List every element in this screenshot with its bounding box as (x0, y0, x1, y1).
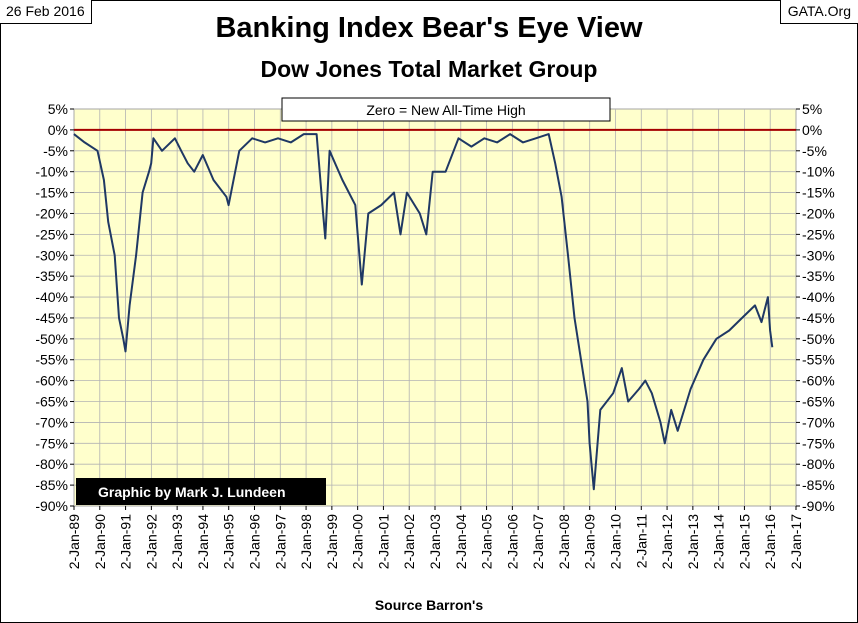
x-axis: 2-Jan-89 2-Jan-90 2-Jan-91 2-Jan-92 2-Jan-93… (66, 506, 804, 569)
chart-title: Banking Index Bear's Eye View (215, 12, 643, 44)
y-tick-label-left: -10% (35, 164, 68, 180)
y-tick-label-left: -85% (35, 477, 68, 493)
y-tick-label-right: 0% (802, 122, 822, 138)
y-tick-label-left: -15% (35, 185, 68, 201)
y-tick-label-right: -90% (802, 498, 835, 514)
zero-label-box: Zero = New All-Time High (281, 97, 611, 122)
y-tick-label-left: -50% (35, 331, 68, 347)
y-tick-label-left: -30% (35, 247, 68, 263)
y-tick-label-left: -75% (35, 435, 68, 451)
x-tick-label: 2-Jan-96 (247, 514, 263, 569)
y-tick-label-right: -60% (802, 373, 835, 389)
x-tick-label: 2-Jan-04 (453, 514, 469, 569)
series-line (73, 133, 774, 491)
y-tick-label-left: -60% (35, 373, 68, 389)
x-tick-label: 2-Jan-07 (530, 514, 546, 569)
y-tick-label-left: -40% (35, 289, 68, 305)
y-tick-label-right: -15% (802, 185, 835, 201)
x-tick-label: 2-Jan-10 (608, 514, 624, 569)
x-tick-label: 2-Jan-03 (427, 514, 443, 569)
x-tick-label: 2-Jan-00 (350, 514, 366, 569)
x-tick-label: 2-Jan-15 (736, 514, 752, 569)
y-tick-label-right: -25% (802, 226, 835, 242)
y-tick-label-left: -55% (35, 352, 68, 368)
y-tick-label-left: -65% (35, 394, 68, 410)
y-tick-label-right: -70% (802, 414, 835, 430)
y-tick-label-right: -85% (802, 477, 835, 493)
x-tick-label: 2-Jan-11 (633, 514, 649, 568)
credit-box: Graphic by Mark J. Lundeen (76, 478, 326, 505)
x-tick-label: 2-Jan-14 (711, 514, 727, 569)
x-tick-label: 2-Jan-94 (195, 514, 211, 569)
x-tick-label: 2-Jan-08 (556, 514, 572, 569)
y-tick-label-left: -25% (35, 226, 68, 242)
y-tick-label-left: -80% (35, 456, 68, 472)
x-tick-label: 2-Jan-02 (401, 514, 417, 569)
y-tick-label-left: 5% (48, 101, 68, 117)
y-tick-label-right: -40% (802, 289, 835, 305)
date-label: 26 Feb 2016 (0, 0, 92, 24)
y-tick-label-left: -70% (35, 414, 68, 430)
y-tick-label-right: -5% (802, 143, 827, 159)
x-tick-label: 2-Jan-89 (66, 514, 82, 569)
y-tick-label-left: -35% (35, 268, 68, 284)
x-tick-label: 2-Jan-12 (659, 514, 675, 569)
x-tick-label: 2-Jan-13 (685, 514, 701, 569)
x-tick-label: 2-Jan-91 (118, 514, 134, 569)
x-tick-label: 2-Jan-01 (375, 514, 391, 569)
x-axis-source: Source Barron's (374, 597, 484, 613)
x-tick-label: 2-Jan-06 (504, 514, 520, 569)
y-tick-label-left: -5% (43, 143, 68, 159)
site-label: GATA.Org (779, 0, 858, 24)
y-tick-label-right: -35% (802, 268, 835, 284)
chart-subtitle: Dow Jones Total Market Group (260, 56, 598, 82)
y-axis-left: 5% 0% -5% -10% -15% -20% -25% -30% -35% -40% -45% -… (35, 101, 74, 514)
x-tick-label: 2-Jan-92 (143, 514, 159, 569)
x-tick-label: 2-Jan-93 (169, 514, 185, 569)
x-tick-label: 2-Jan-99 (324, 514, 340, 569)
zero-label: Zero = New All-Time High (366, 102, 525, 118)
y-tick-label-right: -65% (802, 394, 835, 410)
x-tick-label: 2-Jan-95 (221, 514, 237, 569)
x-tick-label: 2-Jan-05 (479, 514, 495, 569)
x-tick-label: 2-Jan-16 (762, 514, 778, 569)
y-tick-label-right: -30% (802, 247, 835, 263)
x-tick-label: 2-Jan-97 (272, 514, 288, 569)
y-tick-label-right: 5% (802, 101, 822, 117)
y-tick-label-right: -10% (802, 164, 835, 180)
y-tick-label-left: -90% (35, 498, 68, 514)
y-tick-label-left: 0% (48, 122, 68, 138)
credit-label: Graphic by Mark J. Lundeen (98, 484, 286, 500)
x-tick-label: 2-Jan-90 (92, 514, 108, 569)
y-tick-label-right: -80% (802, 456, 835, 472)
y-tick-label-left: -45% (35, 310, 68, 326)
x-tick-label: 2-Jan-17 (788, 514, 804, 569)
y-tick-label-right: -75% (802, 435, 835, 451)
y-tick-label-left: -20% (35, 205, 68, 221)
y-axis-right: 5% 0% -5% -10% -15% -20% -25% -30% -35% -40% -45% -… (796, 101, 835, 514)
x-tick-label: 2-Jan-09 (582, 514, 598, 569)
y-tick-label-right: -50% (802, 331, 835, 347)
x-tick-label: 2-Jan-98 (298, 514, 314, 569)
y-tick-label-right: -45% (802, 310, 835, 326)
y-tick-label-right: -20% (802, 205, 835, 221)
y-tick-label-right: -55% (802, 352, 835, 368)
